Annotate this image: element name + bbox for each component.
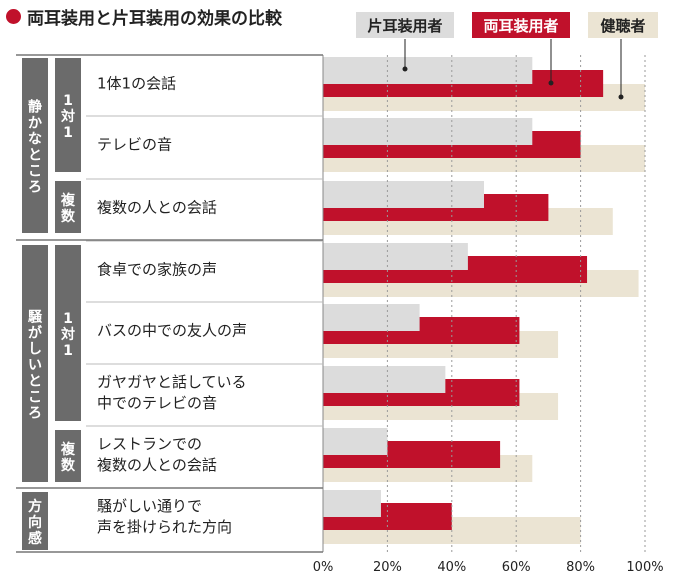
group-box-direction (22, 492, 48, 550)
category-label-1: 1体1の会話 (97, 75, 176, 93)
subgroup-label-quiet-2: 複数 (60, 192, 76, 225)
x-tick-label-0: 0% (313, 560, 334, 575)
legend-item-normal-hearing: 健聴者 (588, 12, 658, 38)
category-label-8: 騒がしい通りで声を掛けられた方向 (97, 497, 232, 536)
legend-item-one-ear: 片耳装用者 (356, 12, 454, 38)
group-box-quiet (22, 58, 48, 233)
x-tick-label-3: 60% (502, 560, 531, 575)
bar-one-ear-5 (323, 304, 420, 331)
bar-one-ear-2 (323, 118, 533, 145)
bar-one-ear-8 (323, 490, 381, 517)
legend-label-normal-hearing: 健聴者 (600, 16, 646, 35)
bar-one-ear-3 (323, 181, 484, 208)
legend-label-both-ears: 両耳装用者 (483, 16, 559, 35)
subgroup-box-noisy-2 (55, 430, 81, 482)
legend-item-both-ears: 両耳装用者 (472, 12, 570, 38)
title-bullet-icon (6, 8, 21, 24)
bar-one-ear-1 (323, 57, 533, 84)
legend-leader-dot-normal-hearing (618, 94, 624, 100)
category-label-2: テレビの音 (97, 136, 172, 154)
legend-leader-dot-both-ears (548, 80, 554, 86)
subgroup-box-quiet-2 (55, 181, 81, 233)
subgroup-box-noisy-1 (55, 245, 81, 421)
category-label-3: 複数の人との会話 (97, 199, 217, 217)
group-box-noisy (22, 245, 48, 482)
category-label-6: ガヤガヤと話している中でのテレビの音 (97, 373, 247, 412)
category-label-4: 食卓での家族の声 (97, 261, 217, 279)
bar-one-ear-4 (323, 243, 468, 270)
subgroup-label-noisy-2: 複数 (60, 441, 76, 474)
legend-leader-dot-one-ear (402, 66, 408, 72)
x-tick-label-1: 20% (373, 560, 402, 575)
x-tick-label-4: 80% (566, 560, 595, 575)
group-label-direction: 方向感 (28, 498, 42, 547)
category-label-5: バスの中での友人の声 (97, 322, 247, 340)
subgroup-box-quiet-1 (55, 58, 81, 172)
legend-label-one-ear: 片耳装用者 (367, 16, 443, 35)
group-label-noisy: 騒がしいところ (28, 310, 43, 422)
chart-title-text: 両耳装用と片耳装用の効果の比較 (27, 8, 282, 29)
chart-title: 両耳装用と片耳装用の効果の比較 (6, 3, 282, 29)
group-label-quiet: 静かなところ (28, 99, 42, 196)
bar-one-ear-7 (323, 428, 388, 455)
x-tick-label-2: 40% (437, 560, 466, 575)
category-label-7: レストランでの複数の人との会話 (97, 435, 217, 474)
bar-one-ear-6 (323, 366, 446, 393)
x-tick-label-5: 100% (626, 560, 663, 575)
